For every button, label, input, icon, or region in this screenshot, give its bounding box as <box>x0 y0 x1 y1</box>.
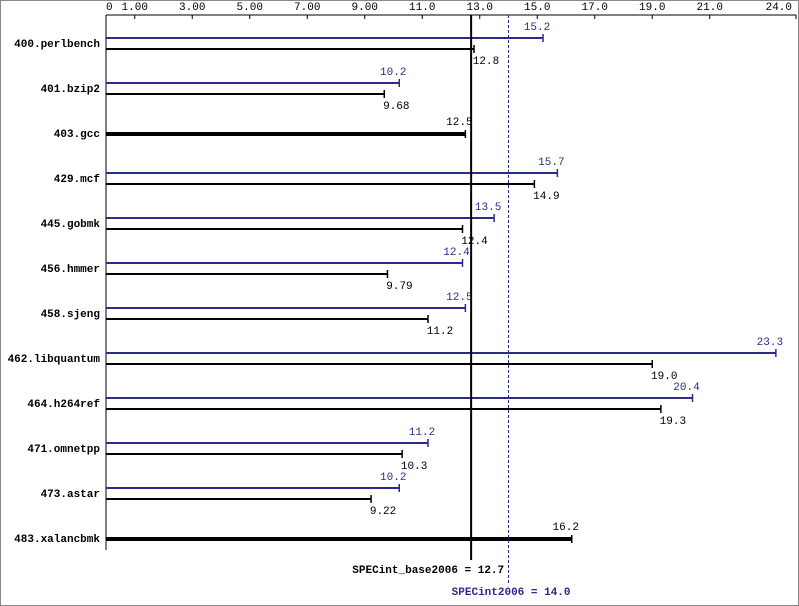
category-label: 483.xalancbmk <box>14 534 100 546</box>
value-label: 12.4 <box>461 236 488 248</box>
x-tick-label: 19.0 <box>639 2 665 14</box>
value-label: 12.5 <box>446 117 472 129</box>
category-label: 429.mcf <box>54 174 101 186</box>
value-label: 11.2 <box>427 326 453 338</box>
category-label: 403.gcc <box>54 129 100 141</box>
value-label: 10.2 <box>380 472 406 484</box>
x-tick-label: 15.0 <box>524 2 550 14</box>
x-tick-label: 13.0 <box>467 2 493 14</box>
x-tick-label: 24.0 <box>766 2 792 14</box>
value-label: 11.2 <box>409 427 435 439</box>
value-label: 15.2 <box>524 22 550 34</box>
x-tick-label: 0 <box>106 2 113 14</box>
x-tick-label: 3.00 <box>179 2 205 14</box>
category-label: 400.perlbench <box>14 39 100 51</box>
x-tick-label: 7.00 <box>294 2 320 14</box>
x-tick-label: 17.0 <box>582 2 608 14</box>
category-label: 471.omnetpp <box>27 444 100 456</box>
value-label: 12.8 <box>473 56 499 68</box>
value-label: 19.3 <box>660 416 686 428</box>
category-label: 464.h264ref <box>27 399 100 411</box>
value-label: 15.7 <box>538 157 564 169</box>
x-tick-label: 11.0 <box>409 2 435 14</box>
category-label: 445.gobmk <box>41 219 101 231</box>
category-label: 473.astar <box>41 489 100 501</box>
value-label: 19.0 <box>651 371 677 383</box>
category-label: 456.hmmer <box>41 264 100 276</box>
value-label: 10.2 <box>380 67 406 79</box>
value-label: 10.3 <box>401 461 427 473</box>
value-label: 20.4 <box>673 382 700 394</box>
value-label: 13.5 <box>475 202 501 214</box>
category-label: 401.bzip2 <box>41 84 100 96</box>
x-tick-label: 9.00 <box>352 2 378 14</box>
x-tick-label: 1.00 <box>122 2 148 14</box>
value-label: 16.2 <box>553 522 579 534</box>
value-label: 12.4 <box>443 247 470 259</box>
reference-label: SPECint2006 = 14.0 <box>452 587 571 599</box>
reference-label: SPECint_base2006 = 12.7 <box>352 565 504 577</box>
value-label: 9.22 <box>370 506 396 518</box>
category-label: 462.libquantum <box>8 354 101 366</box>
value-label: 12.5 <box>446 292 472 304</box>
value-label: 9.79 <box>386 281 412 293</box>
x-tick-label: 5.00 <box>237 2 263 14</box>
value-label: 14.9 <box>533 191 559 203</box>
x-tick-label: 21.0 <box>697 2 723 14</box>
value-label: 23.3 <box>757 337 783 349</box>
category-label: 458.sjeng <box>41 309 100 321</box>
value-label: 9.68 <box>383 101 409 113</box>
